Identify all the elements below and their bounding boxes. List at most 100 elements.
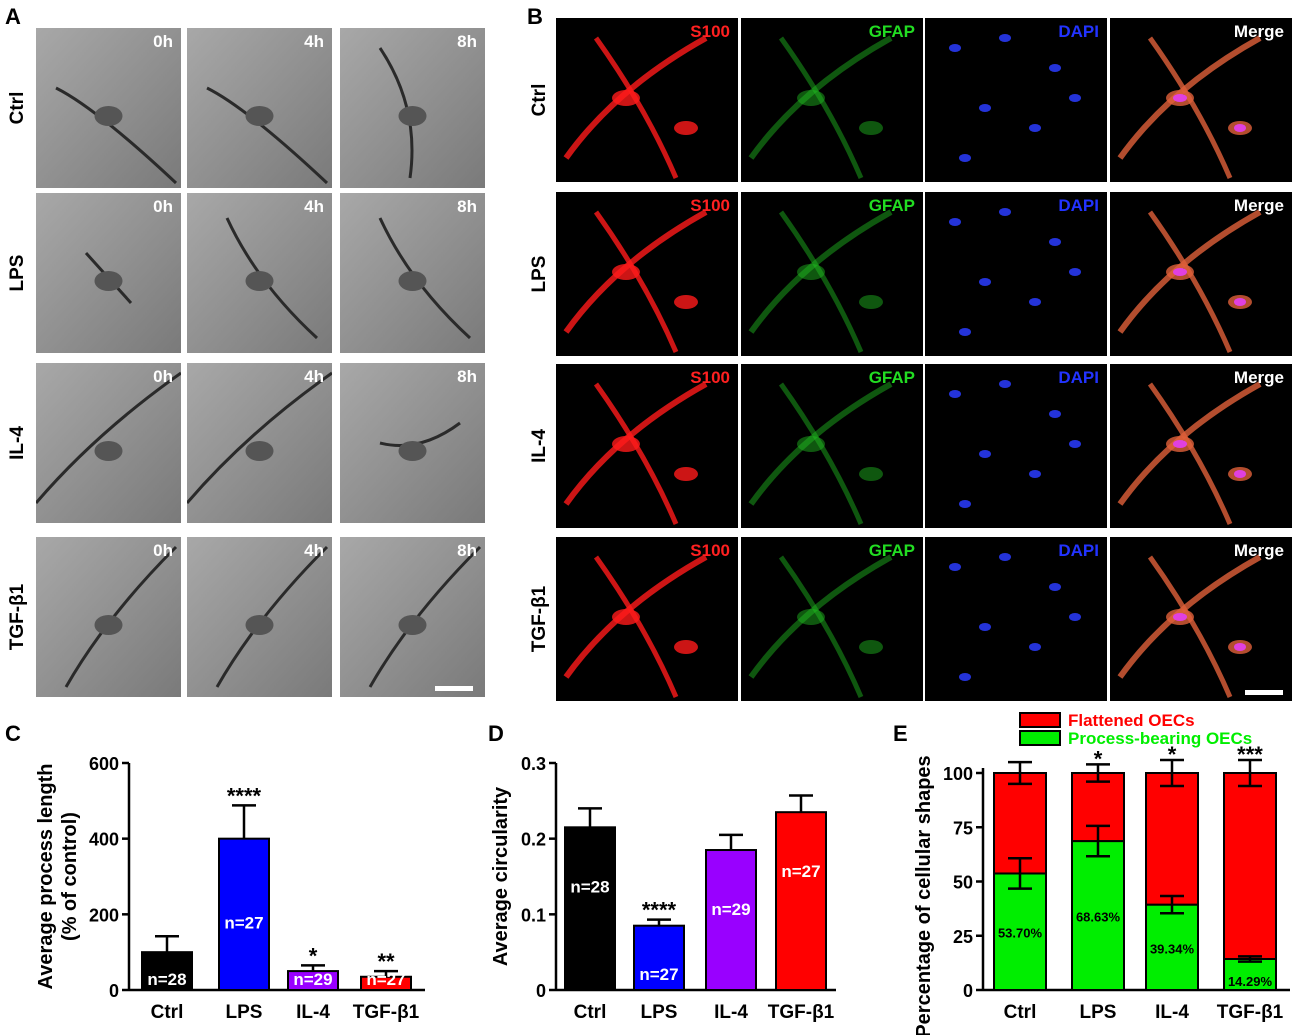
percentage-label: 68.63% <box>1076 910 1121 925</box>
timepoint-label: 0h <box>153 197 173 216</box>
y-tick-label: 25 <box>953 927 973 947</box>
error-bar <box>1008 857 1032 890</box>
y-tick-label: 0 <box>536 981 546 1001</box>
cell-shape <box>187 28 332 188</box>
fluorescence-image: Merge <box>1110 364 1292 528</box>
phase-contrast-image: 4h <box>187 28 332 188</box>
n-label: n=29 <box>711 900 750 919</box>
cell-shape <box>949 34 1081 162</box>
timepoint-label: 4h <box>304 32 324 51</box>
phase-contrast-image: 0h <box>36 28 181 188</box>
channel-label: S100 <box>690 541 730 560</box>
y-tick-label: 0 <box>963 981 973 1001</box>
channel-label: DAPI <box>1058 368 1099 387</box>
error-bar <box>578 807 602 828</box>
channel-label: S100 <box>690 196 730 215</box>
panel-letter: C <box>5 721 21 746</box>
y-tick-label: 75 <box>953 818 973 838</box>
phase-contrast-image: 8h <box>340 193 485 353</box>
x-tick-label: Ctrl <box>1004 1002 1037 1023</box>
fluorescence-image: S100 <box>556 18 738 182</box>
panel-b-row-label: TGF-β1 <box>529 585 550 653</box>
y-axis-title: Average process length <box>35 763 57 989</box>
timepoint-label: 4h <box>304 197 324 216</box>
error-bar <box>1238 955 1262 963</box>
cell-shape <box>563 35 708 179</box>
panel-letter: E <box>893 721 908 746</box>
phase-contrast-image: 0h <box>36 193 181 353</box>
y-axis-title: (% of control) <box>59 812 81 941</box>
significance-marker: * <box>1168 742 1177 767</box>
error-bar <box>1160 758 1184 788</box>
panel-a-letter: A <box>5 4 21 29</box>
cell-shape <box>187 193 332 353</box>
error-bar <box>1238 758 1262 788</box>
n-label: n=28 <box>147 970 186 989</box>
panel-b-row-label: Ctrl <box>529 83 550 117</box>
timepoint-label: 8h <box>457 367 477 386</box>
timepoint-label: 0h <box>153 367 173 386</box>
phase-contrast-image: 8h <box>340 363 485 523</box>
cell-shape <box>563 381 708 525</box>
fluorescence-image: Merge <box>1110 192 1292 356</box>
cell-shape <box>36 193 181 353</box>
bar <box>775 811 827 991</box>
fluorescence-image: S100 <box>556 192 738 356</box>
fluorescence-image: GFAP <box>741 364 923 528</box>
x-tick-label: TGF-β1 <box>353 1002 420 1023</box>
error-bar <box>789 794 813 813</box>
x-tick-label: IL-4 <box>1155 1002 1189 1023</box>
y-tick-label: 200 <box>89 905 119 925</box>
bar-flattened <box>1223 772 1277 960</box>
fluorescence-image: GFAP <box>741 537 923 701</box>
x-tick-label: LPS <box>226 1002 263 1023</box>
error-bar <box>374 969 398 977</box>
legend-swatch <box>1019 712 1061 728</box>
y-axis-title: Average circularity <box>490 786 512 966</box>
cell-shape <box>36 28 181 188</box>
bar <box>287 970 339 992</box>
timepoint-label: 4h <box>304 541 324 560</box>
bar-flattened <box>1145 772 1199 906</box>
cell-shape <box>36 363 181 523</box>
x-tick-label: LPS <box>1080 1002 1117 1023</box>
cell-shape <box>949 553 1081 681</box>
channel-label: S100 <box>690 22 730 41</box>
scale-bar <box>435 686 473 691</box>
panel-a-row-label: TGF-β1 <box>7 583 28 651</box>
channel-label: Merge <box>1233 22 1284 41</box>
error-bar <box>301 964 325 972</box>
y-tick-label: 0 <box>109 981 119 1001</box>
cell-shape <box>1117 209 1262 353</box>
phase-contrast-image: 8h <box>340 537 485 697</box>
bar-process-bearing <box>1223 957 1277 992</box>
cell-shape <box>36 537 181 697</box>
channel-label: S100 <box>690 368 730 387</box>
percentage-label: 14.29% <box>1228 974 1273 989</box>
significance-marker: * <box>309 943 318 968</box>
fluorescence-image: DAPI <box>925 18 1107 182</box>
phase-contrast-image: 4h <box>187 193 332 353</box>
cell-shape <box>748 381 893 525</box>
timepoint-label: 4h <box>304 367 324 386</box>
timepoint-label: 0h <box>153 32 173 51</box>
y-tick-label: 400 <box>89 830 119 850</box>
cell-shape <box>748 554 893 698</box>
cell-shape <box>563 209 708 353</box>
significance-marker: ** <box>377 949 395 974</box>
cell-shape <box>340 193 485 353</box>
cell-shape <box>1117 381 1262 525</box>
fluorescence-image: Merge <box>1110 537 1292 701</box>
channel-label: GFAP <box>868 368 915 387</box>
cell-shape <box>949 208 1081 336</box>
channel-label: GFAP <box>868 541 915 560</box>
bar-process-bearing <box>1071 840 1125 991</box>
y-tick-label: 0.1 <box>521 905 546 925</box>
bar <box>705 849 757 991</box>
cell-shape <box>340 537 485 697</box>
panel-letter: D <box>488 721 504 746</box>
significance-marker: * <box>1094 746 1103 771</box>
x-tick-label: IL-4 <box>296 1002 330 1023</box>
bar <box>633 924 685 991</box>
